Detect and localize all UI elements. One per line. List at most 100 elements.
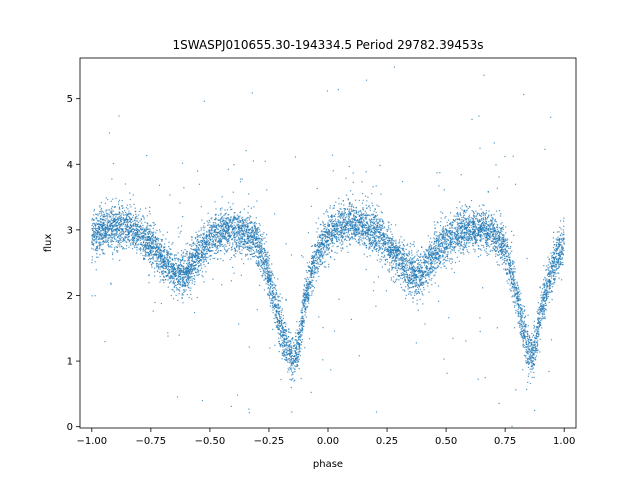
data-point (502, 246, 504, 248)
data-point (359, 215, 361, 217)
data-point (455, 215, 457, 217)
data-point (165, 238, 167, 240)
data-point (335, 227, 337, 229)
data-point (180, 260, 182, 262)
data-point (127, 219, 129, 221)
data-point (330, 235, 332, 237)
data-point (187, 262, 189, 264)
data-point (303, 302, 305, 304)
data-point (410, 264, 412, 266)
data-point (382, 244, 384, 246)
data-point (183, 265, 185, 267)
data-point (532, 354, 534, 356)
data-point (528, 341, 530, 343)
data-point (486, 254, 488, 257)
data-point (215, 223, 217, 225)
data-point (104, 227, 106, 229)
data-point (303, 290, 305, 292)
data-point (396, 272, 398, 274)
data-point (408, 276, 410, 278)
data-point (522, 313, 524, 315)
data-point (321, 239, 323, 241)
data-point (123, 240, 125, 242)
data-point (134, 238, 136, 240)
data-point (389, 254, 391, 256)
data-point (500, 251, 503, 254)
data-point (563, 220, 565, 222)
data-point (456, 239, 458, 241)
data-point (264, 272, 266, 274)
data-point (312, 265, 315, 267)
data-point (285, 351, 287, 354)
data-point (281, 297, 283, 299)
data-point (177, 271, 179, 274)
data-point (354, 218, 356, 220)
data-point (153, 246, 155, 248)
data-point (414, 284, 416, 286)
data-point (433, 243, 435, 245)
data-point (293, 345, 295, 347)
data-point (444, 249, 446, 251)
data-point (395, 224, 397, 226)
data-point (174, 254, 176, 256)
data-point (490, 219, 492, 221)
data-point (275, 317, 277, 319)
data-point (437, 252, 439, 254)
data-point (121, 205, 123, 207)
data-point (242, 216, 244, 218)
data-point (236, 218, 238, 220)
data-point (498, 236, 501, 239)
data-point (394, 261, 396, 263)
data-point (389, 262, 391, 264)
data-point (519, 290, 521, 292)
data-point (383, 244, 385, 246)
data-point (198, 235, 200, 237)
data-point (331, 233, 333, 235)
data-point (386, 242, 388, 244)
data-point (200, 229, 202, 231)
data-point (450, 242, 453, 244)
data-point (435, 247, 437, 249)
data-point (336, 246, 338, 248)
data-point (427, 269, 429, 271)
data-point (351, 209, 353, 211)
data-point (358, 231, 360, 233)
data-point (92, 226, 94, 228)
data-point (506, 239, 508, 241)
data-point (522, 346, 524, 348)
data-point (555, 273, 557, 275)
data-point (333, 229, 335, 231)
data-point (221, 216, 223, 218)
data-point (323, 234, 325, 236)
data-point (349, 228, 351, 230)
data-point (453, 246, 456, 248)
data-point (441, 235, 443, 237)
data-point (116, 240, 118, 242)
data-point (159, 268, 161, 270)
data-point (200, 256, 202, 258)
data-point (301, 334, 303, 336)
data-point (305, 289, 307, 291)
data-point (474, 234, 476, 237)
data-point (227, 228, 229, 230)
data-point (362, 232, 364, 234)
data-point (336, 233, 338, 235)
data-point (161, 254, 163, 256)
data-point (461, 217, 463, 219)
data-point (405, 258, 407, 260)
data-point (387, 253, 390, 255)
data-point (272, 294, 274, 297)
data-point (282, 330, 284, 332)
data-point (503, 262, 505, 264)
data-point (340, 250, 342, 252)
data-point (277, 296, 279, 298)
data-point (417, 288, 420, 290)
data-point (190, 276, 192, 278)
data-point (150, 252, 152, 254)
data-point (287, 339, 289, 341)
data-point (178, 265, 180, 267)
data-point (409, 291, 411, 293)
data-point (330, 215, 333, 217)
data-point (440, 251, 442, 253)
data-point (481, 238, 483, 240)
